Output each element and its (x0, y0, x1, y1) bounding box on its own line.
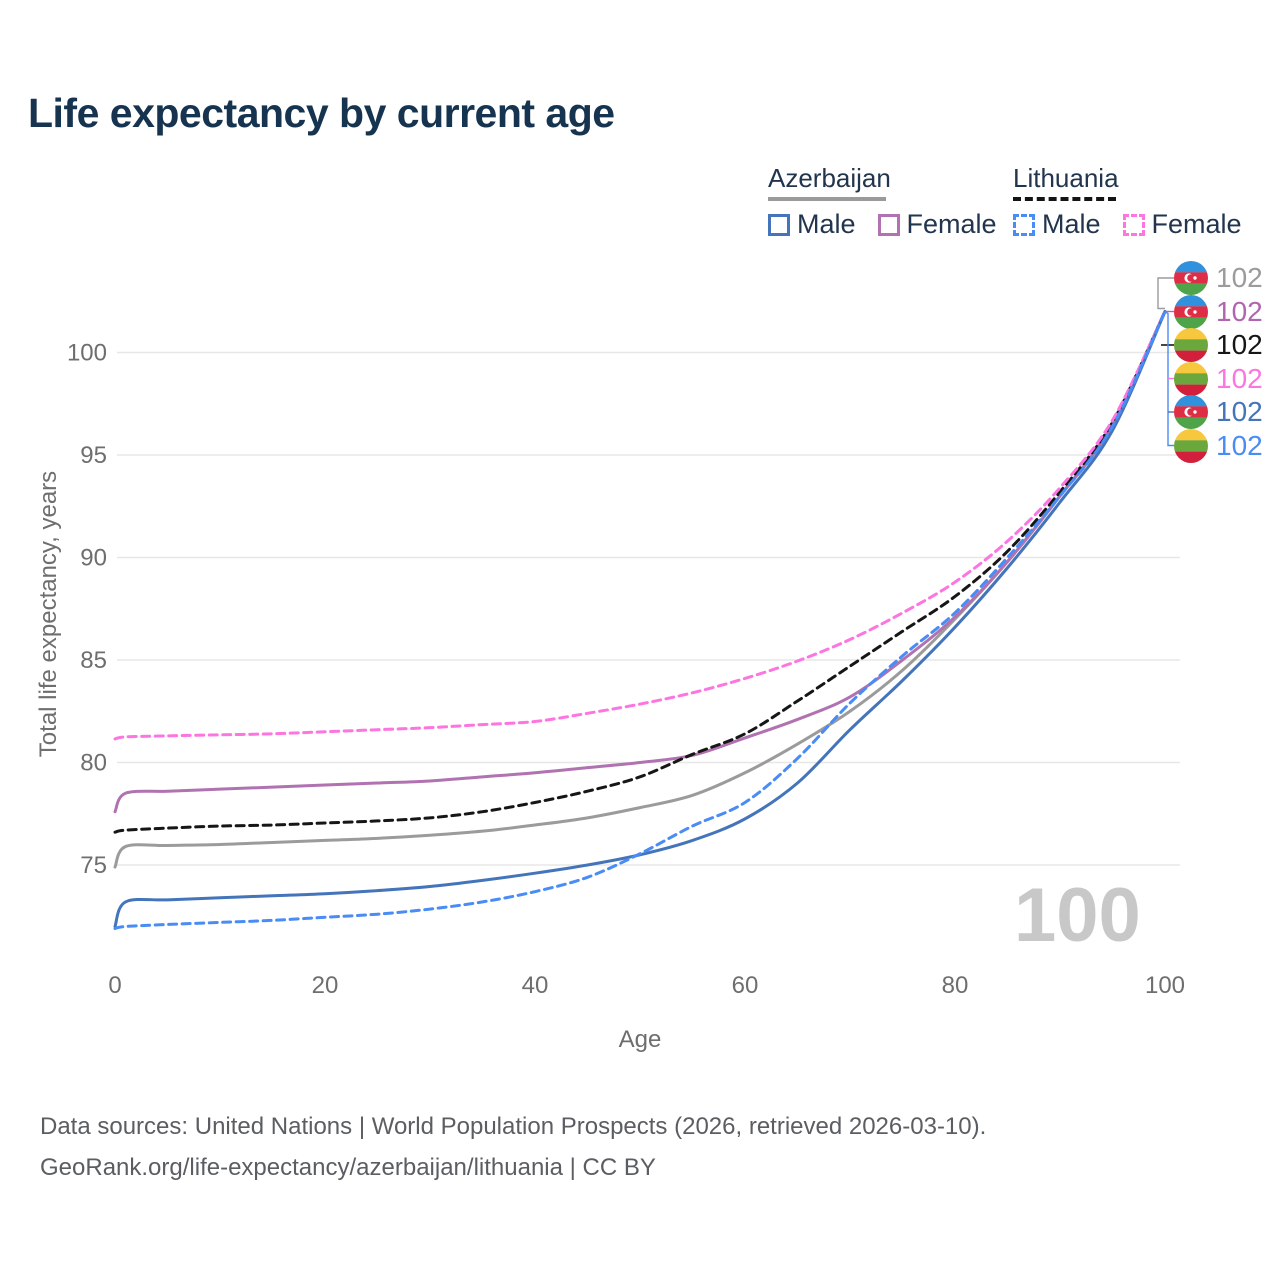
x-tick-label-40: 40 (522, 972, 549, 999)
endpoint-value-lithuania-total: 102 (1216, 329, 1263, 360)
legend-swatch-icon (768, 213, 790, 236)
legend: Azerbaijan Male Female Lithuania Male Female (768, 163, 1256, 240)
legend-item-lithuania-male[interactable]: Male (1013, 209, 1101, 240)
y-tick-label-90: 90 (80, 545, 107, 572)
series-line-lithuania-female[interactable] (113, 310, 1167, 741)
legend-country-label: Azerbaijan (768, 163, 891, 193)
x-tick-label-80: 80 (942, 972, 969, 999)
y-axis-title: Total life expectancy, years (35, 470, 62, 758)
connector-lithuania-male (1164, 310, 1174, 447)
legend-item-lithuania-female[interactable]: Female (1122, 209, 1242, 240)
endpoint-value-lithuania-female: 102 (1216, 362, 1263, 394)
lithuania-flag-icon (1174, 328, 1208, 362)
azerbaijan-flag-icon (1174, 261, 1208, 295)
y-tick-label-75: 75 (80, 852, 107, 879)
series-line-azerbaijan-total[interactable] (113, 310, 1167, 869)
connector-azerbaijan-total (1157, 277, 1174, 310)
legend-group-azerbaijan: Azerbaijan Male Female (768, 163, 997, 240)
footer-data-sources: Data sources: United Nations | World Pop… (40, 1113, 987, 1140)
hovered-age-watermark: 100 (1014, 873, 1141, 958)
y-tick-label-80: 80 (80, 750, 107, 777)
footer: Data sources: United Nations | World Pop… (40, 1106, 986, 1188)
legend-item-label: Male (797, 209, 856, 239)
series-line-azerbaijan-male[interactable] (113, 310, 1167, 928)
x-axis-title: Age (618, 1026, 662, 1053)
endpoint-label-azerbaijan-female: 102 (1174, 294, 1263, 329)
endpoint-label-lithuania-total: 102 (1174, 328, 1263, 362)
legend-item-label: Female (1151, 209, 1242, 239)
legend-country-azerbaijan[interactable]: Azerbaijan (768, 163, 973, 197)
legend-country-lithuania[interactable]: Lithuania (1013, 163, 1256, 197)
lithuania-flag-icon (1174, 428, 1208, 463)
azerbaijan-flag-icon (1174, 395, 1208, 429)
series-line-lithuania-total[interactable] (113, 310, 1167, 834)
y-tick-label-85: 85 (80, 647, 107, 674)
endpoint-value-azerbaijan-total: 102 (1216, 262, 1263, 293)
legend-swatch-icon (1122, 213, 1145, 236)
endpoint-value-azerbaijan-female: 102 (1216, 295, 1263, 327)
y-tick-label-100: 100 (67, 340, 107, 367)
x-tick-label-100: 100 (1145, 972, 1185, 999)
legend-swatch-icon (877, 213, 900, 236)
chart-title: Life expectancy by current age (28, 90, 615, 136)
footer-url: GeoRank.org/life-expectancy/azerbaijan/l… (40, 1154, 656, 1181)
x-tick-label-60: 60 (732, 972, 759, 999)
legend-item-azerbaijan-female[interactable]: Female (877, 209, 997, 240)
legend-item-azerbaijan-male[interactable]: Male (768, 209, 856, 240)
azerbaijan-flag-icon (1174, 294, 1208, 329)
x-tick-label-20: 20 (312, 972, 339, 999)
endpoint-label-azerbaijan-male: 102 (1174, 395, 1263, 429)
legend-item-label: Female (906, 209, 997, 239)
endpoint-label-lithuania-male: 102 (1174, 428, 1263, 463)
endpoint-label-lithuania-female: 102 (1174, 361, 1263, 396)
series-line-lithuania-male[interactable] (113, 310, 1167, 931)
series-line-azerbaijan-female[interactable] (113, 310, 1167, 814)
legend-group-lithuania: Lithuania Male Female (1013, 163, 1256, 240)
endpoint-value-azerbaijan-male: 102 (1216, 396, 1263, 427)
endpoint-value-lithuania-male: 102 (1216, 429, 1263, 461)
legend-country-label: Lithuania (1013, 163, 1119, 193)
legend-country-underline-solid (768, 197, 886, 201)
legend-swatch-icon (1013, 213, 1035, 236)
x-tick-label-0: 0 (108, 972, 121, 999)
lithuania-flag-icon (1174, 361, 1208, 396)
y-tick-label-95: 95 (80, 442, 107, 469)
legend-country-underline-dashed (1013, 197, 1116, 201)
endpoint-label-azerbaijan-total: 102 (1174, 261, 1263, 295)
legend-item-label: Male (1042, 209, 1101, 239)
